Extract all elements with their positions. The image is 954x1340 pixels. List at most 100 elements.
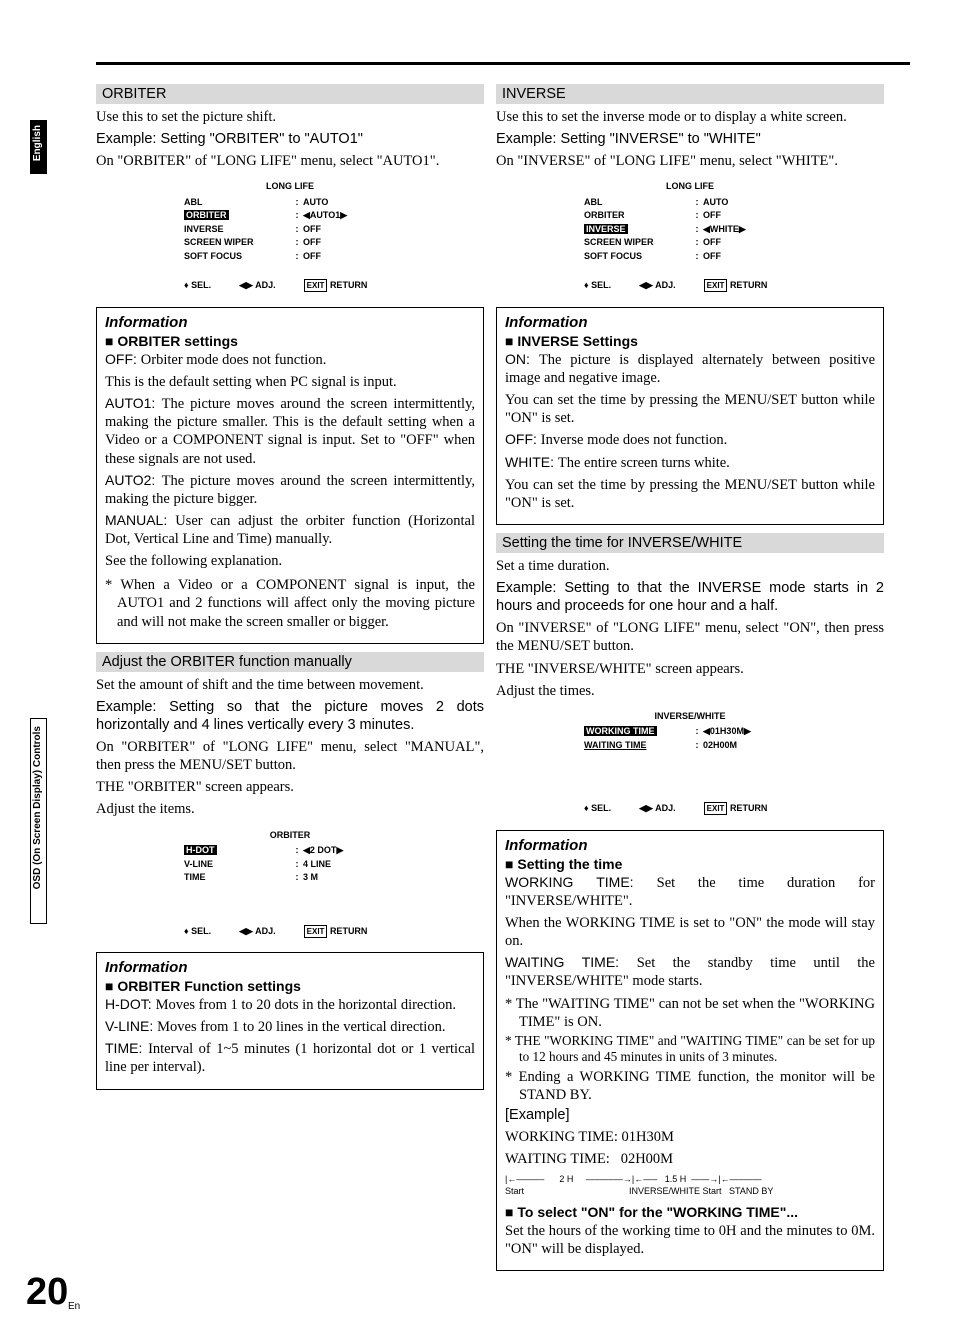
setting-time-header: Setting the time for INVERSE/WHITE bbox=[496, 533, 884, 553]
m1-footer: ♦ SEL. ◀▶ ADJ. EXIT RETURN bbox=[176, 279, 404, 293]
info-inverse-settings: Information INVERSE Settings ON: The pic… bbox=[496, 307, 884, 525]
info-setting-time: Information Setting the time WORKING TIM… bbox=[496, 830, 884, 1271]
left-column: ORBITER Use this to set the picture shif… bbox=[96, 84, 484, 1098]
m3-inv-v: ◀WHITE▶ bbox=[703, 223, 746, 237]
page-num-big: 20 bbox=[26, 1271, 68, 1313]
m2-title: ORBITER bbox=[176, 829, 404, 843]
m2-footer: ♦ SEL. ◀▶ ADJ. EXIT RETURN bbox=[176, 925, 404, 939]
info2-vline: V-LINE: Moves from 1 to 20 lines in the … bbox=[105, 1018, 475, 1036]
info1-manualb: See the following explanation. bbox=[105, 552, 475, 570]
top-rule bbox=[96, 62, 910, 65]
m1-sw-v: OFF bbox=[303, 236, 321, 250]
m1-orbiter: ORBITER bbox=[176, 209, 291, 223]
adj-p5: Adjust the items. bbox=[96, 800, 484, 818]
m3-inv: INVERSE bbox=[576, 223, 691, 237]
info2-hdot: H-DOT: Moves from 1 to 20 dots in the ho… bbox=[105, 996, 475, 1014]
orbiter-p1: Use this to set the picture shift. bbox=[96, 108, 484, 126]
sidebar-section: OSD (On Screen Display) Controls bbox=[32, 726, 43, 889]
m1-sf: SOFT FOCUS bbox=[176, 250, 291, 264]
m1-sf-v: OFF bbox=[303, 250, 321, 264]
info2-time: TIME: Interval of 1~5 minutes (1 horizon… bbox=[105, 1040, 475, 1076]
m3-sw-v: OFF bbox=[703, 236, 721, 250]
info3-on: ON: The picture is displayed alternately… bbox=[505, 351, 875, 387]
page-number: 20 En bbox=[26, 1271, 68, 1314]
info4-body3: Set the hours of the working time to 0H … bbox=[505, 1222, 875, 1258]
m2-time: TIME bbox=[176, 871, 291, 885]
info3-onb: You can set the time by pressing the MEN… bbox=[505, 391, 875, 427]
info1-title: Information bbox=[105, 314, 475, 331]
m4-wa-v: 02H00M bbox=[703, 739, 737, 753]
adj-p3: On "ORBITER" of "LONG LIFE" menu, select… bbox=[96, 738, 484, 774]
inverse-header: INVERSE bbox=[496, 84, 884, 104]
info3-sub: INVERSE Settings bbox=[505, 333, 875, 349]
info4-sub: Setting the time bbox=[505, 856, 875, 872]
orbiter-p2: Example: Setting "ORBITER" to "AUTO1" bbox=[96, 130, 484, 148]
info4-n3: * Ending a WORKING TIME function, the mo… bbox=[505, 1068, 875, 1104]
m4-wt-v: ◀01H30M▶ bbox=[703, 725, 751, 739]
long-life-menu-3: LONG LIFE ABL:AUTO ORBITER:OFF INVERSE:◀… bbox=[576, 180, 804, 293]
diag-line1: |←—–—– 2 H —–—–—→|←—– 1.5 H ——→|←—–—— bbox=[505, 1174, 875, 1186]
m2-vline-v: 4 LINE bbox=[303, 858, 331, 872]
info3-whiteb: You can set the time by pressing the MEN… bbox=[505, 476, 875, 512]
inv-p1: Use this to set the inverse mode or to d… bbox=[496, 108, 884, 126]
info4-title: Information bbox=[505, 837, 875, 854]
m2-hdot-v: ◀2 DOT▶ bbox=[303, 844, 343, 858]
m3-sf-v: OFF bbox=[703, 250, 721, 264]
info4-ex1: WORKING TIME: 01H30M bbox=[505, 1128, 875, 1146]
orbiter-menu: ORBITER H-DOT:◀2 DOT▶ V-LINE:4 LINE TIME… bbox=[176, 829, 404, 939]
adj-p2: Example: Setting so that the picture mov… bbox=[96, 698, 484, 734]
m3-footer: ♦ SEL. ◀▶ ADJ. EXIT RETURN bbox=[576, 279, 804, 293]
m1-abl-v: AUTO bbox=[303, 196, 328, 210]
long-life-menu-1: LONG LIFE ABL:AUTO ORBITER:◀AUTO1▶ INVER… bbox=[176, 180, 404, 293]
m3-abl: ABL bbox=[576, 196, 691, 210]
info4-ex2: WAITING TIME: 02H00M bbox=[505, 1150, 875, 1168]
m4-wt: WORKING TIME bbox=[576, 725, 691, 739]
info-orbiter-settings: Information ORBITER settings OFF: Orbite… bbox=[96, 307, 484, 644]
m1-inv-v: OFF bbox=[303, 223, 321, 237]
set-p2: Example: Setting to that the INVERSE mod… bbox=[496, 579, 884, 615]
m4-wa: WAITING TIME bbox=[576, 739, 691, 753]
info1-sub: ORBITER settings bbox=[105, 333, 475, 349]
info1-auto1: AUTO1: The picture moves around the scre… bbox=[105, 395, 475, 468]
info1-auto2: AUTO2: The picture moves around the scre… bbox=[105, 472, 475, 508]
orbiter-p3: On "ORBITER" of "LONG LIFE" menu, select… bbox=[96, 152, 484, 170]
m2-hdot: H-DOT bbox=[176, 844, 291, 858]
info4-wtb: When the WORKING TIME is set to "ON" the… bbox=[505, 914, 875, 950]
menu1-title: LONG LIFE bbox=[176, 180, 404, 194]
info4-n2: * THE "WORKING TIME" and "WAITING TIME" … bbox=[505, 1033, 875, 1066]
info1-off: OFF: Orbiter mode does not function. bbox=[105, 351, 475, 369]
info1-note: * When a Video or a COMPONENT signal is … bbox=[105, 576, 475, 630]
page-num-lang: En bbox=[68, 1301, 80, 1312]
m3-orb-v: OFF bbox=[703, 209, 721, 223]
m3-title: LONG LIFE bbox=[576, 180, 804, 194]
set-p3: On "INVERSE" of "LONG LIFE" menu, select… bbox=[496, 619, 884, 655]
m3-sw: SCREEN WIPER bbox=[576, 236, 691, 250]
info4-wait: WAITING TIME: Set the standby time until… bbox=[505, 954, 875, 990]
set-p5: Adjust the times. bbox=[496, 682, 884, 700]
inv-p3: On "INVERSE" of "LONG LIFE" menu, select… bbox=[496, 152, 884, 170]
inverse-white-menu: INVERSE/WHITE WORKING TIME:◀01H30M▶ WAIT… bbox=[576, 710, 804, 816]
info1-manual: MANUAL: User can adjust the orbiter func… bbox=[105, 512, 475, 548]
m4-title: INVERSE/WHITE bbox=[576, 710, 804, 724]
inv-p2: Example: Setting "INVERSE" to "WHITE" bbox=[496, 130, 884, 148]
right-column: INVERSE Use this to set the inverse mode… bbox=[496, 84, 884, 1279]
adjust-header: Adjust the ORBITER function manually bbox=[96, 652, 484, 672]
m1-inv: INVERSE bbox=[176, 223, 291, 237]
adj-p4: THE "ORBITER" screen appears. bbox=[96, 778, 484, 796]
m1-abl: ABL bbox=[176, 196, 291, 210]
m3-abl-v: AUTO bbox=[703, 196, 728, 210]
info4-wt: WORKING TIME: Set the time duration for … bbox=[505, 874, 875, 910]
info4-ex: [Example] bbox=[505, 1106, 875, 1124]
adj-p1: Set the amount of shift and the time bet… bbox=[96, 676, 484, 694]
m4-footer: ♦ SEL. ◀▶ ADJ. EXIT RETURN bbox=[576, 802, 804, 816]
m3-orb: ORBITER bbox=[576, 209, 691, 223]
set-p4: THE "INVERSE/WHITE" screen appears. bbox=[496, 660, 884, 678]
m2-time-v: 3 M bbox=[303, 871, 318, 885]
m2-vline: V-LINE bbox=[176, 858, 291, 872]
set-p1: Set a time duration. bbox=[496, 557, 884, 575]
info-orbiter-function: Information ORBITER Function settings H-… bbox=[96, 952, 484, 1090]
info4-sub2: To select "ON" for the "WORKING TIME"... bbox=[505, 1204, 875, 1220]
info3-white: WHITE: The entire screen turns white. bbox=[505, 454, 875, 472]
m1-sw: SCREEN WIPER bbox=[176, 236, 291, 250]
orbiter-header: ORBITER bbox=[96, 84, 484, 104]
